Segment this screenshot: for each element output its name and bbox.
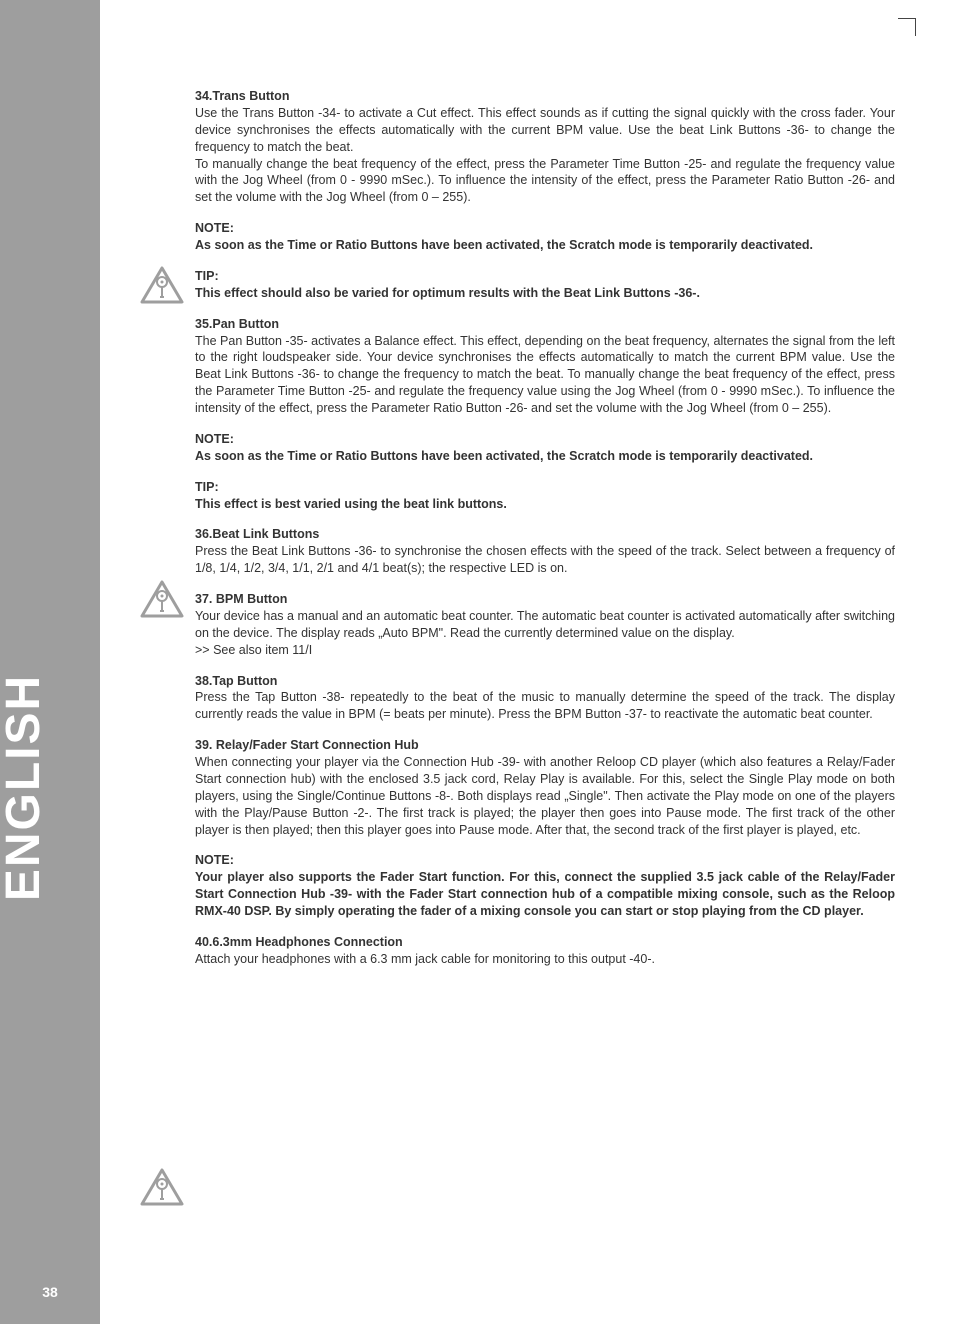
language-label: ENGLISH [0,674,51,901]
spacer [195,465,895,479]
bold-paragraph: Your player also supports the Fader Star… [195,869,895,920]
sidebar: ENGLISH 38 [0,0,100,1324]
bold-paragraph: This effect should also be varied for op… [195,285,895,302]
spacer [195,302,895,316]
paragraph: The Pan Button -35- activates a Balance … [195,333,895,417]
paragraph: Press the Tap Button -38- repeatedly to … [195,689,895,723]
section-heading: 38.Tap Button [195,673,895,690]
crop-mark-tr [898,18,916,36]
spacer [195,417,895,431]
section-heading: 40.6.3mm Headphones Connection [195,934,895,951]
paragraph: Use the Trans Button -34- to activate a … [195,105,895,156]
paragraph: Your device has a manual and an automati… [195,608,895,642]
paragraph: Attach your headphones with a 6.3 mm jac… [195,951,895,968]
section-heading: 36.Beat Link Buttons [195,526,895,543]
spacer [195,723,895,737]
spacer [195,577,895,591]
section-heading: 34.Trans Button [195,88,895,105]
spacer [195,206,895,220]
section-heading: 39. Relay/Fader Start Connection Hub [195,737,895,754]
note-warning-icon [140,1168,184,1208]
page-number: 38 [0,1284,100,1300]
spacer [195,512,895,526]
section-heading: NOTE: [195,852,895,869]
paragraph: Press the Beat Link Buttons -36- to sync… [195,543,895,577]
spacer [195,254,895,268]
spacer [195,838,895,852]
section-heading: NOTE: [195,431,895,448]
section-heading: 35.Pan Button [195,316,895,333]
bold-paragraph: As soon as the Time or Ratio Buttons hav… [195,237,895,254]
section-heading: TIP: [195,479,895,496]
spacer [195,920,895,934]
bold-paragraph: As soon as the Time or Ratio Buttons hav… [195,448,895,465]
note-warning-icon [140,580,184,620]
section-heading: NOTE: [195,220,895,237]
paragraph: To manually change the beat frequency of… [195,156,895,207]
bold-paragraph: This effect is best varied using the bea… [195,496,895,513]
paragraph: When connecting your player via the Conn… [195,754,895,838]
note-warning-icon [140,266,184,306]
section-heading: TIP: [195,268,895,285]
paragraph: >> See also item 11/I [195,642,895,659]
section-heading: 37. BPM Button [195,591,895,608]
content-body: 34.Trans ButtonUse the Trans Button -34-… [195,88,895,968]
spacer [195,659,895,673]
